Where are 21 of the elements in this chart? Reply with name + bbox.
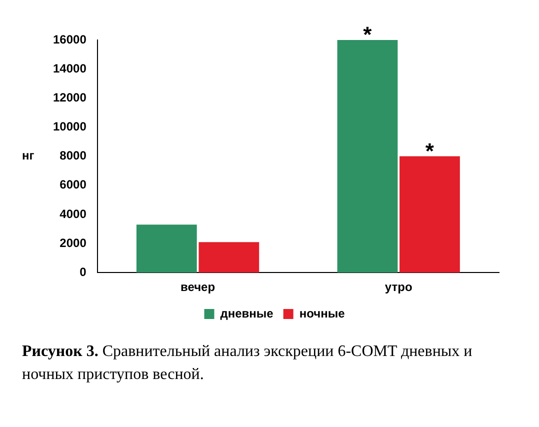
x-tick-label: утро: [384, 280, 412, 294]
bar: [198, 242, 260, 273]
y-axis-title: нг: [22, 148, 34, 163]
legend-label: ночные: [299, 306, 346, 320]
annotation: *: [425, 138, 434, 164]
bar: [337, 40, 398, 273]
y-tick-label: 12000: [52, 90, 87, 104]
text: Рисунок 3. Сравнительный анализ экскреции 6-COMT дневных и ночных приступов весной.: [22, 342, 474, 385]
legend-label: дневные: [220, 306, 274, 320]
y-tick-label: 4000: [60, 206, 87, 221]
y-tick-label: 16000: [52, 32, 87, 46]
annotation: *: [363, 22, 372, 48]
y-tick-label: 2000: [60, 236, 87, 250]
y-tick-label: 14000: [52, 61, 87, 76]
y-tick-label: 6000: [60, 178, 87, 192]
y-tick-label: 10000: [52, 120, 87, 134]
bar: [400, 156, 460, 273]
bar: [136, 224, 197, 273]
y-tick-label: 8000: [60, 148, 87, 163]
x-tick-label: вечер: [180, 280, 216, 294]
y-tick-label: 0: [80, 264, 87, 279]
